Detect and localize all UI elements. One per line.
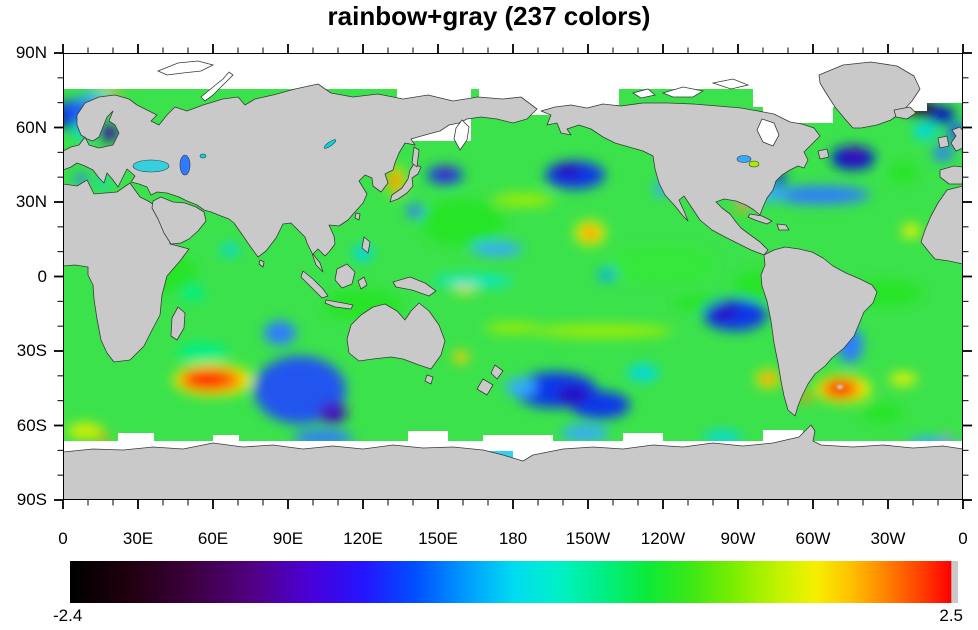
land-hispaniola [776,223,790,231]
y-tick-label-60S: 60S [16,415,47,435]
y-tick-label-30S: 30S [16,341,47,360]
land-new-zealand-south [476,378,494,396]
x-tick-label-60W-10: 60W [795,529,831,548]
land-newfoundland [817,148,830,160]
colorbar-max-label: 2.5 [939,606,963,625]
black-sea [132,159,170,173]
outlined-islands-layer [156,60,780,151]
y-tick-label-30N: 30N [15,192,47,211]
land-ireland [937,135,950,149]
x-tick-label-0-12: 0 [958,529,968,548]
land-philippines [361,236,371,254]
land-south-america [760,246,878,417]
colorbar-min-label: -2.4 [53,606,83,625]
land-java [324,299,354,310]
great-lakes-west [736,155,752,163]
land-north-america [540,102,821,256]
land-novaya-zemlya [200,71,234,102]
aral-sea [199,153,207,159]
land-arctic-island-3 [632,88,656,99]
x-tick-label-30W-11: 30W [870,529,906,548]
land-arctic-island-2 [711,78,750,90]
land-svalbard [156,60,215,76]
land-iberia [939,165,963,185]
y-tick-label-90S: 90S [16,490,47,509]
max-saturation-gray-spot [836,384,844,390]
land-africa [63,179,190,363]
land-tasmania [424,374,434,385]
caspian-sea [179,154,191,176]
axis-ticks [54,44,972,509]
land-australia [346,302,446,370]
land-new-guinea [392,276,437,297]
land-iceland [893,106,917,120]
land-kamchatka [453,119,470,151]
land-taiwan [354,212,361,221]
land-borneo [334,263,356,289]
land-layer [63,61,963,500]
great-lakes-east [748,160,760,168]
y-tick-label-0: 0 [37,266,47,286]
land-japan [389,163,422,203]
land-arabia [151,196,207,245]
land-great-britain [950,126,963,152]
lake-baikal [323,139,337,149]
x-tick-label-150W-7: 150W [565,529,611,548]
land-arctic-island-1 [661,86,705,98]
land-new-zealand-north [490,364,504,380]
x-tick-label-120E-4: 120E [343,529,383,548]
y-tick-label-90N: 90N [15,43,47,62]
y-tick-label-60N: 60N [15,117,47,137]
x-tick-label-180-6: 180 [498,529,528,548]
hudson-bay [756,118,780,147]
land-cuba [747,213,773,225]
x-tick-label-150E-5: 150E [418,529,458,548]
land-sakhalin [411,146,420,168]
x-tick-label-30E-1: 30E [122,529,154,548]
colorbar [70,561,958,603]
land-eurasia [63,83,538,273]
x-tick-label-90E-3: 90E [272,529,304,548]
land-sumatra [300,270,329,299]
x-tick-label-60E-2: 60E [197,529,229,548]
lakes-layer [132,139,760,176]
land-west-africa [920,185,963,265]
land-sri-lanka [258,259,265,268]
x-tick-label-90W-9: 90W [720,529,756,548]
x-tick-label-120W-8: 120W [640,529,686,548]
plot-title: rainbow+gray (237 colors) [327,1,651,31]
x-tick-label-0-0: 0 [58,529,68,548]
land-madagascar [170,306,186,341]
land-sulawesi [357,276,368,290]
land-antarctica [63,424,963,500]
